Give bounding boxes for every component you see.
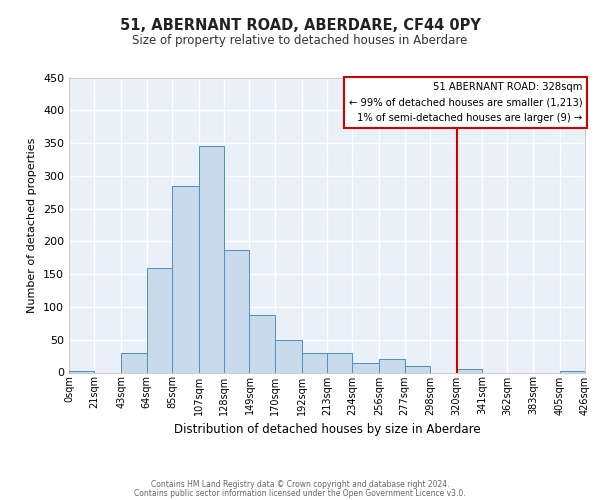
Bar (224, 250, 250, 372)
Bar (302, 353, 327, 372)
Text: 51 ABERNANT ROAD: 328sqm
← 99% of detached houses are smaller (1,213)
1% of semi: 51 ABERNANT ROAD: 328sqm ← 99% of detach… (349, 82, 583, 123)
Bar (69, 371, 94, 372)
Bar (146, 268, 172, 372)
Text: 51, ABERNANT ROAD, ABERDARE, CF44 0PY: 51, ABERNANT ROAD, ABERDARE, CF44 0PY (119, 18, 481, 32)
Text: Size of property relative to detached houses in Aberdare: Size of property relative to detached ho… (133, 34, 467, 47)
Bar (250, 315, 275, 372)
Bar (172, 186, 199, 372)
Bar (121, 353, 146, 372)
Bar (379, 360, 404, 372)
Text: Contains HM Land Registry data © Crown copyright and database right 2024.: Contains HM Land Registry data © Crown c… (151, 480, 449, 489)
Bar (327, 353, 352, 372)
X-axis label: Distribution of detached houses by size in Aberdare: Distribution of detached houses by size … (173, 423, 481, 436)
Bar (275, 340, 302, 372)
Text: Contains public sector information licensed under the Open Government Licence v3: Contains public sector information licen… (134, 488, 466, 498)
Bar (199, 146, 224, 372)
Bar (352, 362, 379, 372)
Bar (404, 366, 430, 372)
Bar (457, 369, 482, 372)
Bar (560, 371, 585, 372)
Y-axis label: Number of detached properties: Number of detached properties (28, 138, 37, 312)
